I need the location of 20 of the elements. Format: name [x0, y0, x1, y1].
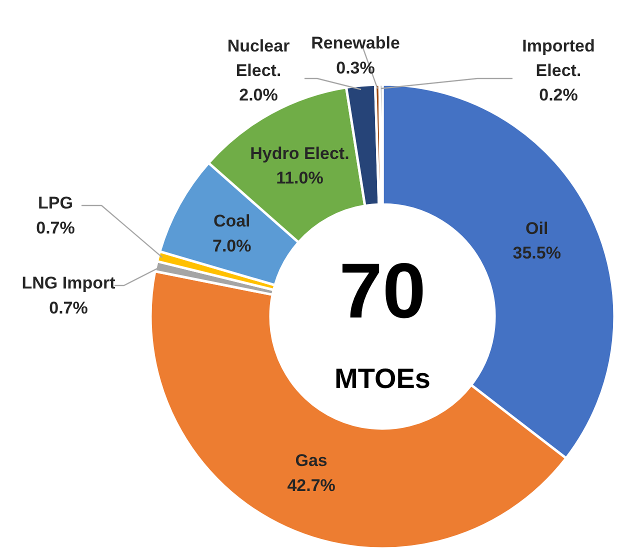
data-label: 0.3%	[336, 58, 375, 78]
data-label: 35.5%	[512, 244, 561, 263]
slice-label: LNG Import	[22, 274, 116, 293]
slice-label: Nuclear Elect.	[227, 36, 290, 80]
slice-label: Imported Elect.	[522, 36, 595, 80]
text: 70	[339, 246, 426, 334]
slice-label: LPG	[38, 194, 73, 213]
data-label: 0.7%	[36, 218, 75, 238]
slice-label: Gas	[295, 451, 328, 470]
slice-label: Oil	[526, 218, 548, 238]
data-label: 11.0%	[276, 168, 324, 188]
data-label: 0.2%	[539, 86, 578, 105]
text: MTOEs	[334, 363, 430, 394]
slice-label: Hydro Elect.	[250, 144, 350, 163]
data-label: 2.0%	[239, 86, 278, 105]
slice-label: Coal	[213, 212, 250, 231]
slice-label: Renewable	[311, 34, 400, 53]
data-label: 42.7%	[287, 476, 336, 495]
data-label: 7.0%	[212, 236, 252, 256]
data-label: 0.7%	[49, 298, 88, 318]
